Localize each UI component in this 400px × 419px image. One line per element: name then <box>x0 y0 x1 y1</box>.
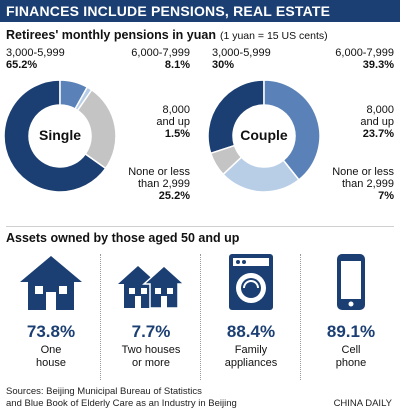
couple-label-3000-5999: 3,000-5,999 30% <box>212 47 271 71</box>
single-donut-chart: Single <box>3 79 117 193</box>
credit: CHINA DAILY <box>333 398 392 409</box>
asset-two-houses: 7.7% Two houses or more <box>104 252 198 384</box>
asset-cell-phone: 89.1% Cell phone <box>304 252 398 384</box>
asset-divider <box>100 254 101 380</box>
washing-machine-icon <box>229 254 273 310</box>
asset-caption-line: One <box>40 344 62 356</box>
single-label-range: than 2,999 <box>138 178 190 190</box>
source-line: Sources: Beijing Municipal Bureau of Sta… <box>6 386 202 397</box>
pensions-title: Retirees' monthly pensions in yuan <box>6 28 216 42</box>
single-label-range: 3,000-5,999 <box>6 47 65 59</box>
asset-pct: 88.4% <box>226 322 276 341</box>
asset-pct: 89.1% <box>326 322 376 341</box>
single-slice-4 <box>76 88 117 170</box>
couple-label-value: 7% <box>378 190 394 202</box>
single-slice-1 <box>3 79 107 193</box>
single-label-range: 8,000 <box>162 104 190 116</box>
couple-label-value: 30% <box>212 59 235 71</box>
asset-caption-line: Two houses <box>121 344 181 356</box>
couple-label-none: None or less than 2,999 7% <box>306 166 394 202</box>
single-label-3000-5999: 3,000-5,999 65.2% <box>6 47 65 71</box>
asset-caption: Two houses or more <box>104 344 198 370</box>
house-icon <box>20 256 82 310</box>
couple-label-range: None or less <box>332 166 394 178</box>
asset-caption: Cell phone <box>304 344 398 370</box>
single-label-8000-up: 8,000 and up 1.5% <box>120 104 190 140</box>
single-label-none: None or less than 2,999 25.2% <box>104 166 190 202</box>
couple-label-range: 6,000-7,999 <box>335 47 394 59</box>
single-label-range: None or less <box>128 166 190 178</box>
single-label-range: and up <box>156 116 190 128</box>
couple-donut-chart: Couple <box>207 79 321 193</box>
asset-caption-line: phone <box>335 357 367 369</box>
asset-caption-line: Family <box>234 344 268 356</box>
couple-label-range: than 2,999 <box>342 178 394 190</box>
section-divider <box>6 226 394 227</box>
assets-title: Assets owned by those aged 50 and up <box>6 231 240 245</box>
single-label-value: 1.5% <box>164 128 190 140</box>
couple-label-range: 3,000-5,999 <box>212 47 271 59</box>
source-line: and Blue Book of Elderly Care as an Indu… <box>6 398 237 409</box>
couple-label-8000-up: 8,000 and up 23.7% <box>322 104 394 140</box>
two-houses-icon <box>118 264 186 309</box>
couple-label-range: and up <box>360 116 394 128</box>
couple-label-range: 8,000 <box>366 104 394 116</box>
single-label-value: 8.1% <box>164 59 190 71</box>
asset-pct: 73.8% <box>26 322 76 341</box>
single-label-value: 25.2% <box>158 190 190 202</box>
pensions-subtitle: Retirees' monthly pensions in yuan (1 yua… <box>6 28 328 42</box>
cell-phone-icon <box>337 254 365 310</box>
asset-caption-line: appliances <box>224 357 278 369</box>
source-note: Sources: Beijing Municipal Bureau of Sta… <box>6 386 237 410</box>
single-label-range: 6,000-7,999 <box>131 47 190 59</box>
couple-label-value: 39.3% <box>362 59 394 71</box>
couple-slice-4 <box>209 144 243 176</box>
asset-caption-line: Cell <box>341 344 361 356</box>
asset-pct: 7.7% <box>131 322 171 341</box>
asset-divider <box>300 254 301 380</box>
single-center-label: Single <box>39 127 81 143</box>
single-label-value: 65.2% <box>6 59 38 71</box>
single-label-6000-7999: 6,000-7,999 8.1% <box>112 47 190 71</box>
asset-caption-line: or more <box>132 357 170 369</box>
asset-one-house: 73.8% One house <box>4 252 98 384</box>
asset-caption-line: house <box>36 357 66 369</box>
couple-slice-2 <box>263 79 321 181</box>
couple-label-value: 23.7% <box>362 128 394 140</box>
asset-appliances: 88.4% Family appliances <box>204 252 298 384</box>
pensions-note: (1 yuan = 15 US cents) <box>219 30 328 42</box>
couple-label-6000-7999: 6,000-7,999 39.3% <box>312 47 394 71</box>
asset-caption: Family appliances <box>204 344 298 370</box>
couple-center-label: Couple <box>240 127 288 143</box>
asset-divider <box>200 254 201 380</box>
page-title: FINANCES INCLUDE PENSIONS, REAL ESTATE <box>6 3 331 19</box>
asset-caption: One house <box>4 344 98 370</box>
title-bar: FINANCES INCLUDE PENSIONS, REAL ESTATE <box>0 0 400 22</box>
